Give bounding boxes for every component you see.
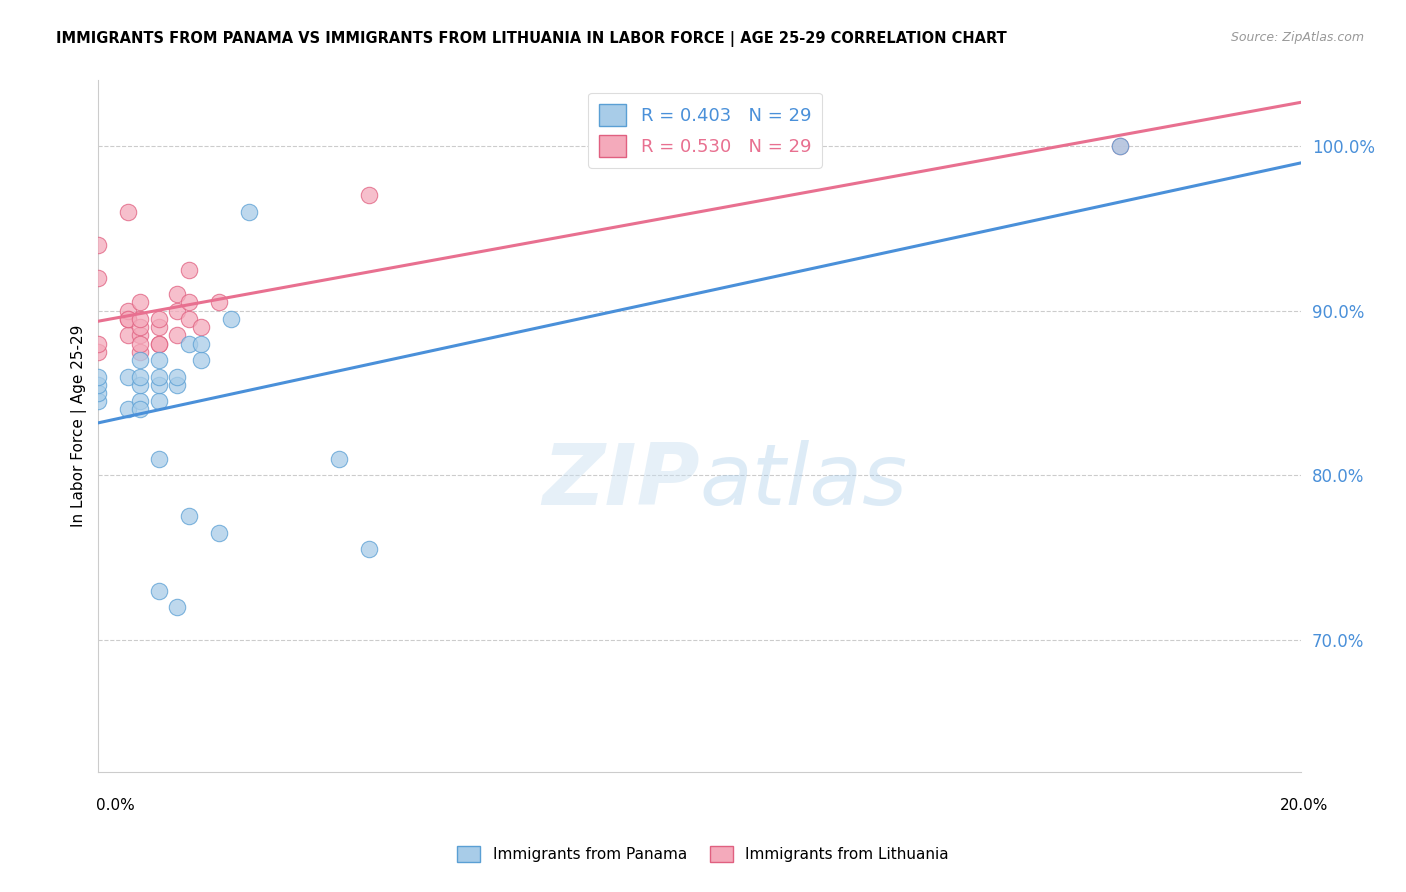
- Point: [148, 451, 170, 466]
- Point: [1109, 139, 1132, 153]
- Point: [190, 320, 212, 334]
- Point: [328, 451, 350, 466]
- Point: [87, 386, 110, 401]
- Point: [166, 328, 188, 343]
- Point: [1109, 139, 1132, 153]
- Point: [166, 599, 188, 614]
- Point: [87, 394, 110, 409]
- Point: [148, 583, 170, 598]
- Point: [238, 205, 260, 219]
- Point: [177, 262, 200, 277]
- Point: [190, 353, 212, 368]
- Point: [117, 303, 139, 318]
- Point: [166, 287, 188, 301]
- Point: [148, 336, 170, 351]
- Point: [117, 312, 139, 326]
- Point: [148, 320, 170, 334]
- Point: [166, 377, 188, 392]
- Text: 0.0%: 0.0%: [96, 798, 135, 813]
- Point: [117, 402, 139, 417]
- Point: [129, 295, 152, 310]
- Point: [148, 353, 170, 368]
- Text: IMMIGRANTS FROM PANAMA VS IMMIGRANTS FROM LITHUANIA IN LABOR FORCE | AGE 25-29 C: IMMIGRANTS FROM PANAMA VS IMMIGRANTS FRO…: [56, 31, 1007, 47]
- Point: [117, 369, 139, 384]
- Legend: R = 0.403   N = 29, R = 0.530   N = 29: R = 0.403 N = 29, R = 0.530 N = 29: [588, 93, 823, 168]
- Point: [177, 295, 200, 310]
- Text: ZIP: ZIP: [541, 440, 699, 523]
- Point: [87, 369, 110, 384]
- Point: [129, 353, 152, 368]
- Point: [117, 205, 139, 219]
- Text: Source: ZipAtlas.com: Source: ZipAtlas.com: [1230, 31, 1364, 45]
- Text: 20.0%: 20.0%: [1281, 798, 1329, 813]
- Point: [166, 303, 188, 318]
- Point: [190, 336, 212, 351]
- Point: [148, 336, 170, 351]
- Point: [87, 336, 110, 351]
- Point: [357, 542, 380, 557]
- Point: [117, 312, 139, 326]
- Point: [117, 328, 139, 343]
- Point: [129, 344, 152, 359]
- Point: [219, 312, 242, 326]
- Point: [148, 312, 170, 326]
- Point: [148, 377, 170, 392]
- Point: [129, 394, 152, 409]
- Point: [129, 336, 152, 351]
- Text: atlas: atlas: [699, 440, 907, 523]
- Legend: Immigrants from Panama, Immigrants from Lithuania: Immigrants from Panama, Immigrants from …: [451, 840, 955, 868]
- Point: [129, 377, 152, 392]
- Point: [148, 394, 170, 409]
- Point: [208, 295, 231, 310]
- Point: [357, 188, 380, 202]
- Point: [129, 320, 152, 334]
- Point: [177, 312, 200, 326]
- Point: [129, 312, 152, 326]
- Point: [129, 369, 152, 384]
- Point: [87, 238, 110, 252]
- Point: [87, 344, 110, 359]
- Point: [177, 336, 200, 351]
- Point: [87, 270, 110, 285]
- Y-axis label: In Labor Force | Age 25-29: In Labor Force | Age 25-29: [72, 325, 87, 527]
- Point: [148, 369, 170, 384]
- Point: [87, 377, 110, 392]
- Point: [166, 369, 188, 384]
- Point: [129, 328, 152, 343]
- Point: [177, 509, 200, 524]
- Point: [129, 402, 152, 417]
- Point: [208, 525, 231, 540]
